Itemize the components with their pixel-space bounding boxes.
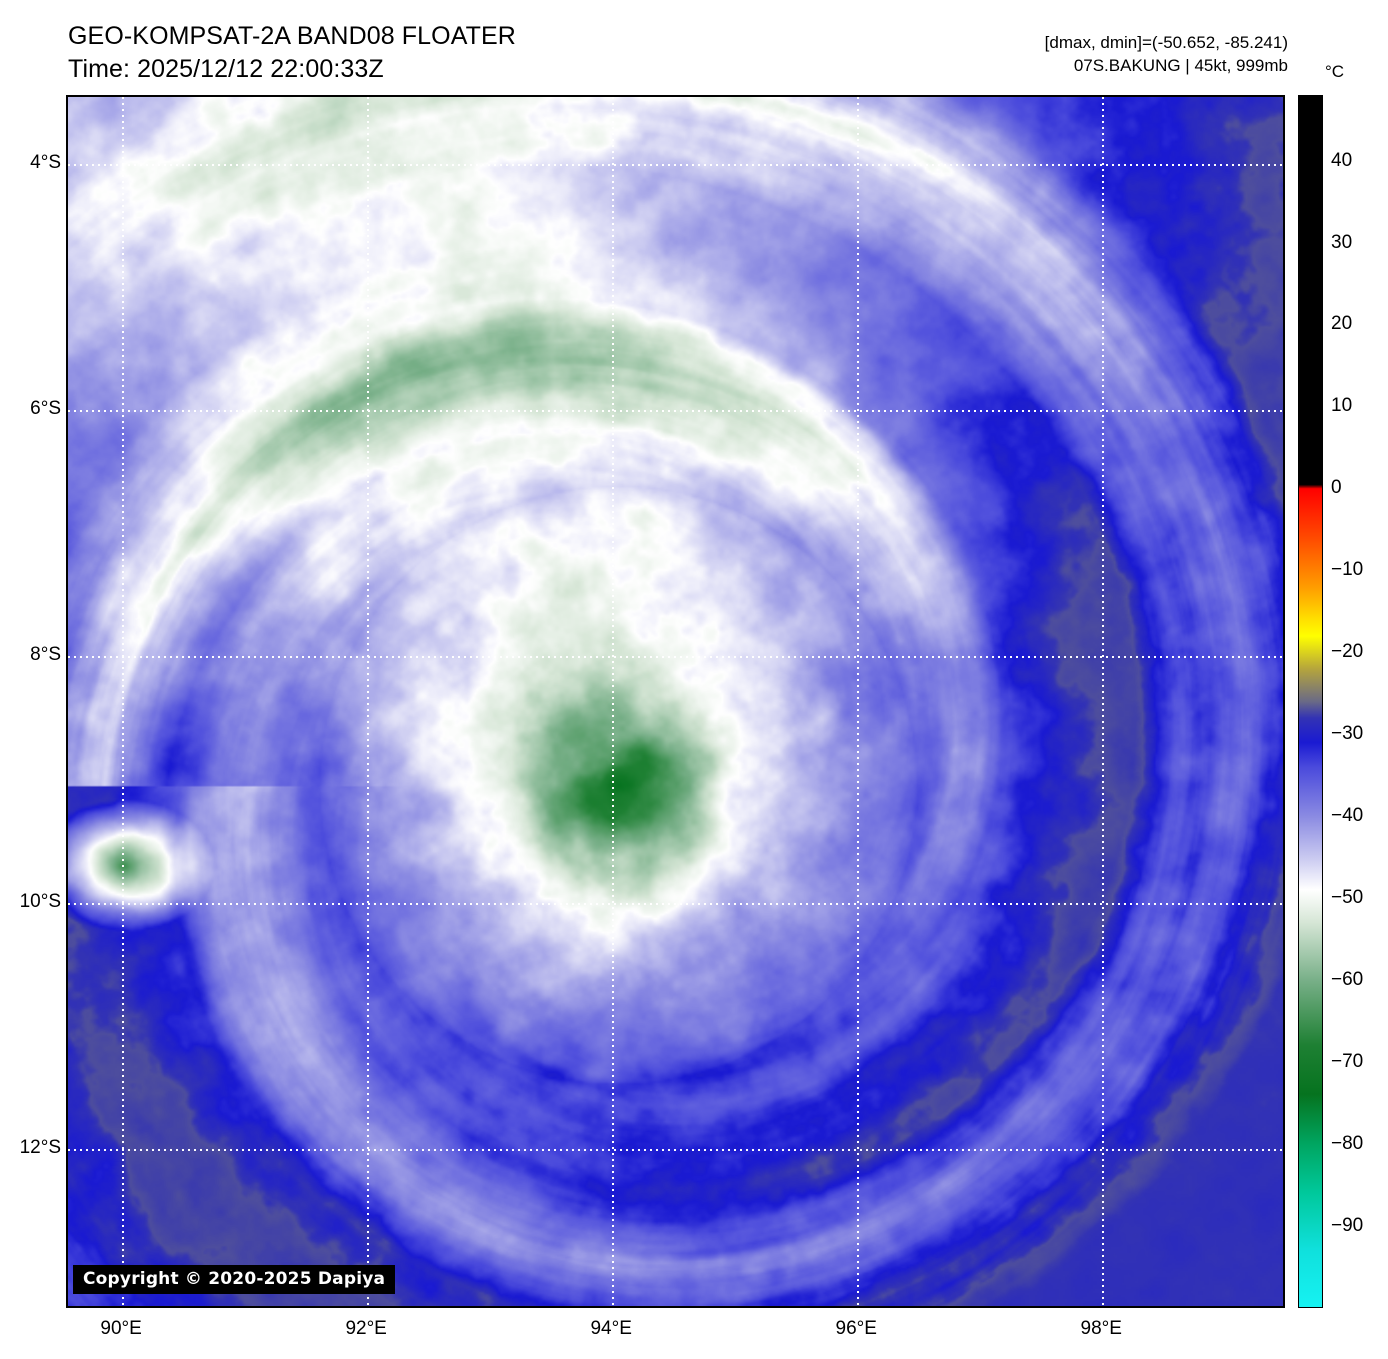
colorbar-tick-label: −70 (1331, 1051, 1364, 1073)
data-minmax-label: [dmax, dmin]=(-50.652, -85.241) (1044, 33, 1288, 52)
storm-info-label: 07S.BAKUNG | 45kt, 999mb (1073, 55, 1288, 75)
y-axis-tick-label: 8°S (30, 644, 61, 666)
colorbar-tick-label: −50 (1331, 887, 1364, 909)
colorbar-tick-label: −40 (1331, 805, 1364, 827)
infrared-satellite-imagery (68, 97, 1283, 1306)
copyright-watermark: Copyright © 2020-2025 Dapiya (73, 1265, 396, 1294)
satellite-image-plot[interactable]: Copyright © 2020-2025 Dapiya (66, 95, 1285, 1308)
page-title: GEO-KOMPSAT-2A BAND08 FLOATER (68, 22, 516, 50)
y-axis-tick-label: 10°S (19, 890, 61, 912)
x-axis-tick-label: 98°E (1080, 1318, 1122, 1339)
colorbar-tick-label: 0 (1331, 477, 1342, 499)
colorbar-tick-label: −90 (1331, 1215, 1364, 1237)
colorbar-tick-label: −30 (1331, 723, 1364, 745)
header-left-block: GEO-KOMPSAT-2A BAND08 FLOATER Time: 2025… (68, 20, 516, 85)
colorbar-tick-label: −60 (1331, 969, 1364, 991)
colorbar-tick-label: 30 (1331, 231, 1353, 253)
colorbar-gradient (1299, 96, 1322, 1307)
y-axis-tick-label: 12°S (19, 1136, 61, 1158)
y-axis-tick-label: 4°S (30, 151, 61, 173)
colorbar-tick-label: −80 (1331, 1133, 1364, 1155)
colorbar-tick-label: 10 (1331, 395, 1353, 417)
x-axis-tick-label: 96°E (835, 1318, 877, 1339)
header-right-block: [dmax, dmin]=(-50.652, -85.241) 07S.BAKU… (1045, 32, 1288, 78)
colorbar-tick-label: 20 (1331, 313, 1353, 335)
colorbar-tick-label: −20 (1331, 641, 1364, 663)
colorbar[interactable] (1298, 95, 1323, 1308)
x-axis-tick-label: 90°E (100, 1318, 142, 1339)
colorbar-unit-label: °C (1325, 62, 1345, 81)
y-axis-tick-label: 6°S (30, 398, 61, 420)
x-axis-tick-label: 94°E (590, 1318, 632, 1339)
colorbar-tick-label: 40 (1331, 149, 1353, 171)
timestamp-label: Time: 2025/12/12 22:00:33Z (68, 54, 384, 83)
colorbar-tick-label: −10 (1331, 559, 1364, 581)
x-axis-tick-label: 92°E (345, 1318, 387, 1339)
